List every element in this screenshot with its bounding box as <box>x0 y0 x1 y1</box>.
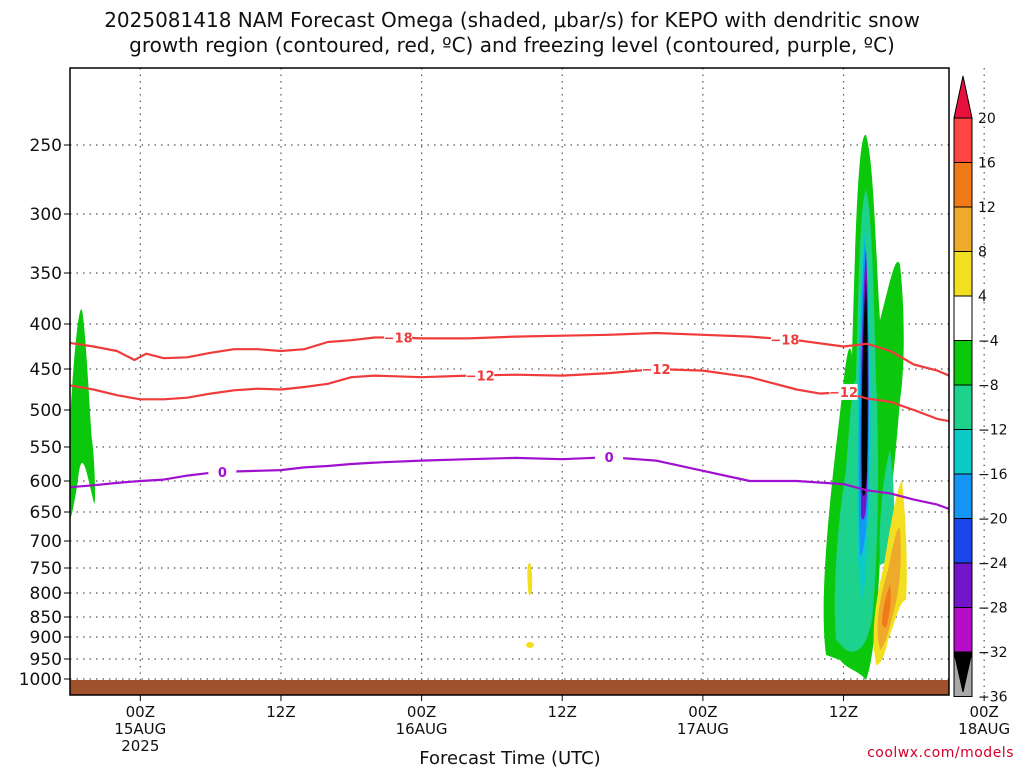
y-axis: 2503003504004505005506006507007508008509… <box>19 136 70 690</box>
colorbar-label: −20 <box>978 512 1008 528</box>
y-tick-label: 750 <box>30 559 62 579</box>
omega-region-mid-2 <box>526 642 534 648</box>
contour-label-bg <box>466 367 495 384</box>
colorbar-swatch <box>953 295 973 341</box>
x-tick-label: 00Z <box>126 703 155 721</box>
colorbar-swatch <box>953 473 973 519</box>
contour-label: −12 <box>466 369 495 384</box>
y-tick-label: 350 <box>30 264 62 284</box>
colorbar-label: −4 <box>978 334 999 350</box>
colorbar-label: −32 <box>978 645 1008 661</box>
colorbar-label: 16 <box>978 156 996 172</box>
y-tick-label: 650 <box>30 503 62 523</box>
x-tick-label: 12Z <box>829 703 858 721</box>
x-tick-label: 00Z <box>969 703 998 721</box>
x-tick-label: 00Z <box>407 703 436 721</box>
y-tick-label: 500 <box>30 401 62 421</box>
colorbar-label: 4 <box>978 289 987 305</box>
colorbar-swatch <box>953 518 973 564</box>
credit-text[interactable]: coolwx.com/models <box>867 745 1014 761</box>
plot-frame <box>69 67 950 696</box>
x-tick-label: 16AUG <box>396 720 448 738</box>
colorbar-swatch <box>953 384 973 430</box>
colorbar-swatch <box>953 607 973 653</box>
y-tick-label: 300 <box>30 205 62 225</box>
colorbar-swatch <box>953 340 973 386</box>
omega-region-mid-1 <box>527 562 533 596</box>
omega-region-east-core <box>861 280 868 496</box>
contour-label: −12 <box>829 386 858 401</box>
x-axis-label: Forecast Time (UTC) <box>419 748 600 768</box>
colorbar-label: −28 <box>978 601 1008 617</box>
colorbar-swatch <box>953 117 973 163</box>
y-tick-label: 700 <box>30 532 62 552</box>
contour-label-bg <box>384 329 413 346</box>
y-tick-label: 550 <box>30 438 62 458</box>
x-tick-label: 12Z <box>548 703 577 721</box>
y-tick-label: 450 <box>30 360 62 380</box>
y-tick-label: 250 <box>30 136 62 156</box>
contour-label: 0 <box>218 466 227 481</box>
title-line-2: growth region (contoured, red, ºC) and f… <box>129 33 895 57</box>
title-line-1: 2025081418 NAM Forecast Omega (shaded, μ… <box>104 8 920 32</box>
y-tick-label: 400 <box>30 315 62 335</box>
colorbar-label: −12 <box>978 423 1008 439</box>
colorbar-label: 8 <box>978 245 987 261</box>
x-tick-label: 17AUG <box>677 720 729 738</box>
colorbar-label: 20 <box>978 111 996 127</box>
grid <box>70 68 985 695</box>
chart-title: 2025081418 NAM Forecast Omega (shaded, μ… <box>0 8 1024 58</box>
contour-labels: −18 −18 −12 −12 −12 0 0 <box>208 329 858 481</box>
colorbar-swatch <box>953 429 973 475</box>
y-tick-label: 600 <box>30 472 62 492</box>
plot-area <box>70 68 949 695</box>
colorbar-arrow-top <box>953 75 973 119</box>
colorbar-label: −8 <box>978 378 999 394</box>
contour-label-bg <box>770 331 799 348</box>
x-tick-label: 15AUG <box>114 720 166 738</box>
colorbar-swatch <box>953 206 973 252</box>
colorbar-label: −24 <box>978 556 1008 572</box>
x-tick-label: 00Z <box>688 703 717 721</box>
contour-label: −18 <box>384 332 413 347</box>
y-tick-label: 800 <box>30 584 62 604</box>
contour-label-bg <box>595 449 624 466</box>
x-tick-label: 12Z <box>266 703 295 721</box>
y-tick-label: 900 <box>30 628 62 648</box>
colorbar-swatch <box>953 251 973 297</box>
colorbar-label: −16 <box>978 467 1008 483</box>
colorbar-arrow-bottom <box>953 651 973 693</box>
x-tick-label: 2025 <box>121 737 159 755</box>
colorbar: 20 16 12 8 4 −4 −8 −12 −16 −20 −24 −28 −32 −36 <box>953 75 1008 706</box>
colorbar-swatch <box>953 162 973 208</box>
y-tick-label: 850 <box>30 608 62 628</box>
contour-label: −18 <box>770 333 799 348</box>
contour-label: 0 <box>605 451 614 466</box>
omega-shading <box>70 134 907 680</box>
omega-region-west <box>70 309 96 520</box>
contour-label-bg <box>208 464 237 481</box>
colorbar-label: 12 <box>978 200 996 216</box>
y-tick-label: 950 <box>30 650 62 670</box>
contour-label-bg <box>642 361 670 377</box>
contour-line <box>70 456 949 510</box>
colorbar-swatch <box>953 562 973 608</box>
contour-label-bg <box>829 383 858 400</box>
colorbar-label: −36 <box>978 690 1008 706</box>
terrain-ground <box>70 680 949 695</box>
contour-label: −12 <box>642 363 671 378</box>
y-tick-label: 1000 <box>19 670 62 690</box>
omega-region-east-red <box>882 585 891 628</box>
x-tick-label: 18AUG <box>958 720 1010 738</box>
